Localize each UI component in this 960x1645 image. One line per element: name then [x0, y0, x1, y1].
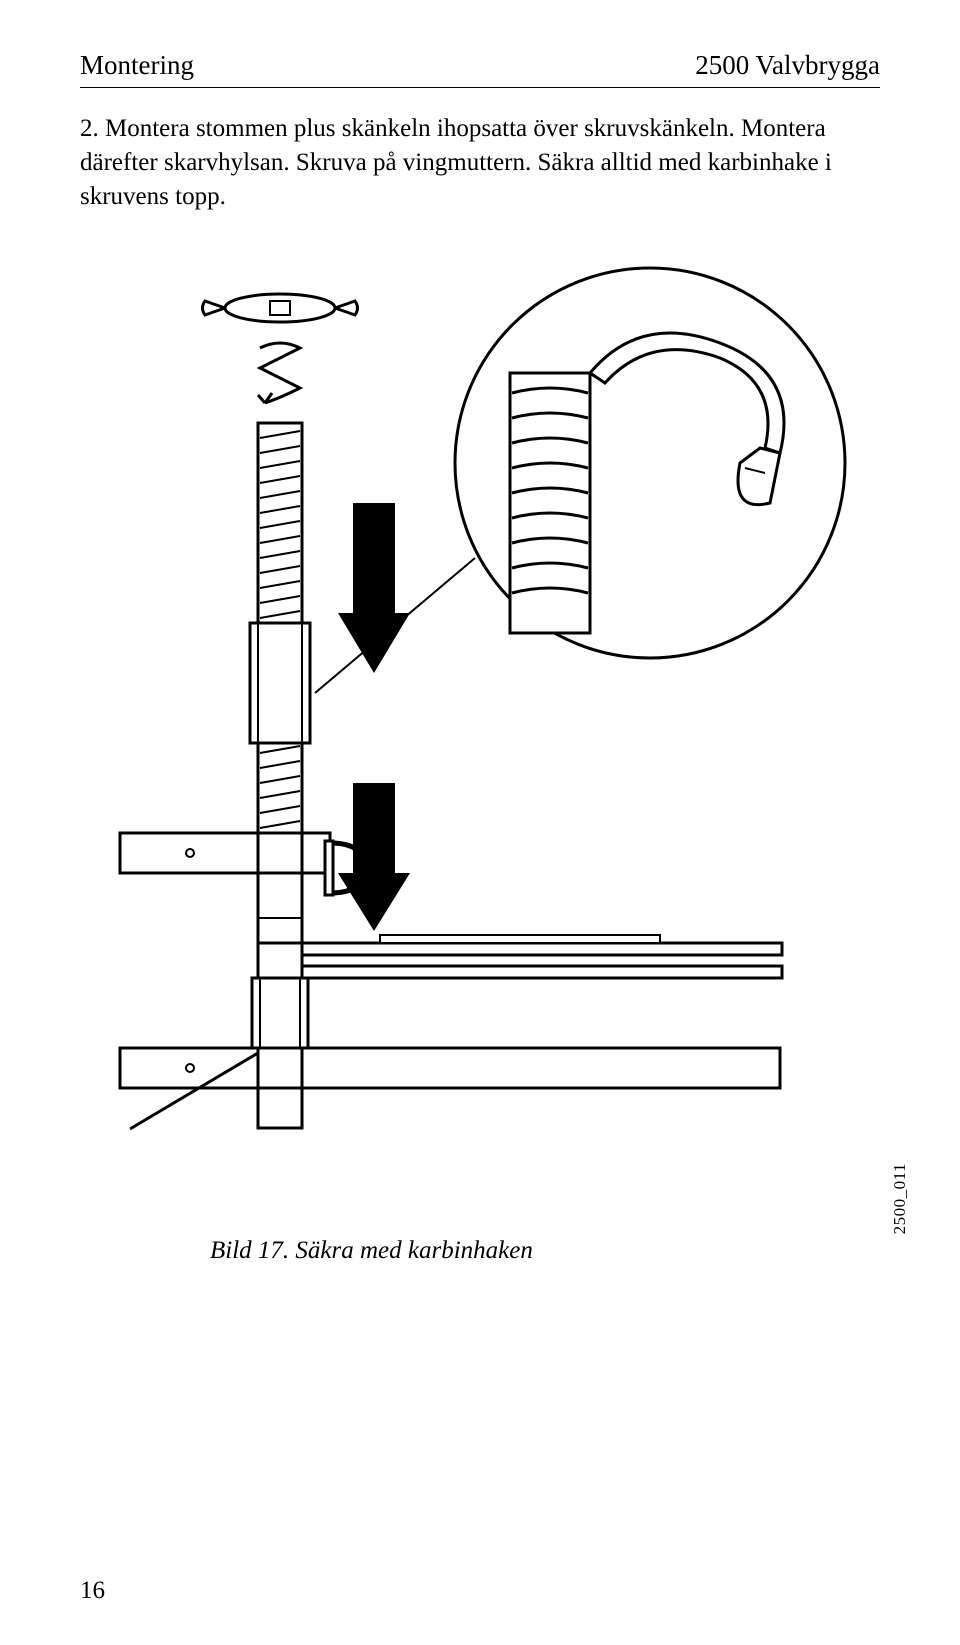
step-number: 2. [80, 115, 99, 142]
page-header: Montering 2500 Valvbrygga [80, 50, 880, 88]
caption-label: Bild 17. [210, 1237, 289, 1264]
step-body: Montera stommen plus skänkeln ihopsatta … [80, 115, 832, 210]
down-arrow-2 [338, 783, 410, 931]
down-arrow-1 [338, 503, 410, 673]
image-reference-code: 2500_011 [890, 1163, 910, 1234]
wing-nut [203, 294, 358, 322]
header-section: Montering [80, 50, 194, 81]
instruction-text: 2. Montera stommen plus skänkeln ihopsat… [80, 112, 880, 213]
caption-text: Säkra med karbinhaken [295, 1237, 532, 1264]
assembly-diagram [80, 253, 880, 1153]
figure-caption: Bild 17. Säkra med karbinhaken [210, 1237, 533, 1265]
page-number: 16 [80, 1577, 105, 1605]
header-product: 2500 Valvbrygga [695, 50, 880, 81]
caption-row: Bild 17. Säkra med karbinhaken 2500_011 [80, 1163, 880, 1264]
